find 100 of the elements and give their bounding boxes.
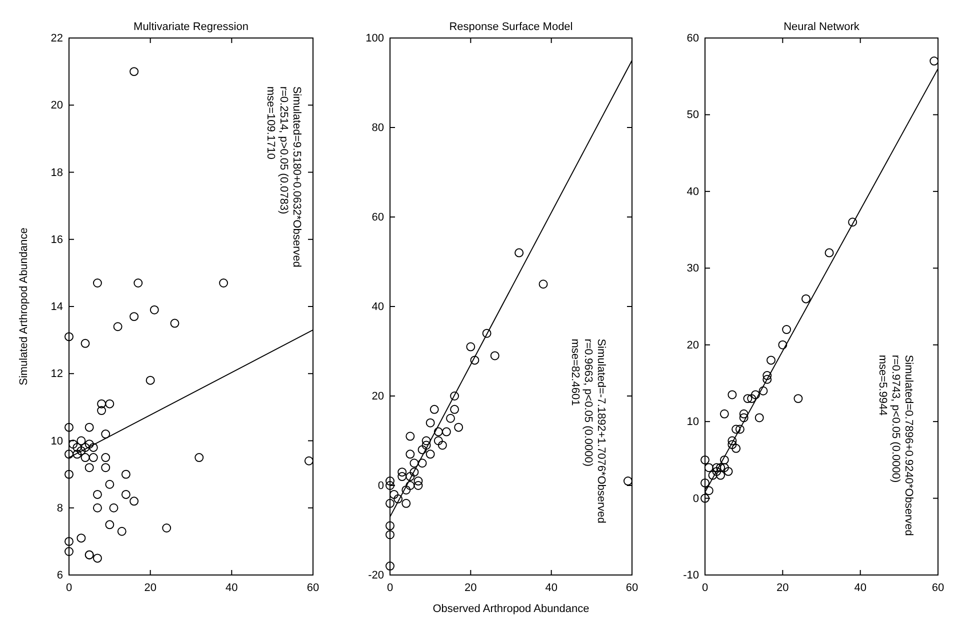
y-tick-label: 40 [372,301,384,314]
point [84,422,94,432]
y-tick-label: 10 [686,416,699,428]
point [720,409,729,418]
point [747,394,756,404]
point [758,386,768,396]
point [414,476,423,486]
y-tick-label: 14 [50,301,63,314]
point [121,470,130,479]
point [754,413,764,422]
point [80,338,90,348]
point [386,530,394,540]
x-tick-label: 20 [464,582,477,594]
point [739,413,748,422]
point [720,463,729,472]
point [105,520,114,530]
point [406,472,415,482]
point [386,481,394,490]
point [482,328,492,338]
point [97,399,106,408]
point [64,332,74,342]
point [194,453,204,462]
point [712,463,722,472]
annotation: mse=5.9944 [876,354,888,416]
point [430,404,439,414]
point [930,56,939,66]
point [438,440,447,450]
y-tick-label: 20 [686,339,699,352]
point [470,356,480,365]
point [422,440,431,450]
point [105,399,114,408]
point [824,248,834,258]
point [406,432,415,441]
point [101,430,110,439]
annotation: Simulated=-7.1892+1.7076*Observed [595,338,608,524]
point [76,436,86,446]
y-tick-label: 40 [686,186,699,198]
point [732,444,741,453]
point [150,305,159,314]
point [80,453,90,462]
x-tick-label: 0 [386,582,394,594]
y-tick-label: 0 [378,480,384,492]
point [406,450,415,459]
point [704,486,714,496]
point [64,450,74,459]
point [418,458,427,468]
annotation: r=0.9743, p<0.05 (0.0000) [889,354,902,483]
point [386,498,394,508]
point [84,463,94,472]
y-tick-label: -10 [683,570,699,582]
y-tick-label: 60 [686,32,699,45]
x-tick-label: 0 [66,582,72,594]
x-tick-label: 60 [306,582,320,594]
point [398,468,407,477]
point [72,450,82,459]
point [88,442,98,452]
point [778,340,788,350]
point [766,356,776,365]
point [750,390,760,400]
point [64,422,74,432]
point [76,446,86,456]
point [130,67,139,76]
point [514,248,524,258]
point [92,554,102,563]
point [450,404,460,414]
x-tick-label: 40 [854,582,866,594]
point [64,470,74,479]
x-axis-title: Observed Arthropod Abundance [432,603,590,615]
annotation: r=0.9663, p<0.05 (0.0000) [582,338,594,467]
point [92,490,102,499]
point [848,218,858,227]
point [450,392,460,400]
y-tick-label: 8 [56,502,63,514]
point [700,478,710,488]
point [117,526,126,536]
point [732,424,741,434]
point [414,481,423,490]
point [434,436,443,446]
annotation: r=0.2514, p>0.05 (0.0783) [277,86,290,214]
y-tick-label: 0 [692,492,699,505]
x-tick-label: 60 [932,582,944,594]
point [72,442,82,452]
point [724,466,733,476]
point [394,494,403,504]
point [434,427,443,436]
point [64,536,74,546]
point [402,485,411,494]
point [442,427,451,436]
x-tick-label: 40 [545,582,558,594]
point [720,455,729,464]
point [109,503,118,512]
chart-title: Response Surface Model [449,21,573,33]
chart-title: Multivariate Regression [134,21,248,33]
point [386,562,394,571]
point [219,278,228,288]
point [101,463,110,472]
point [386,476,394,486]
x-tick-label: 20 [776,582,789,594]
point [739,409,748,418]
point [410,468,419,477]
